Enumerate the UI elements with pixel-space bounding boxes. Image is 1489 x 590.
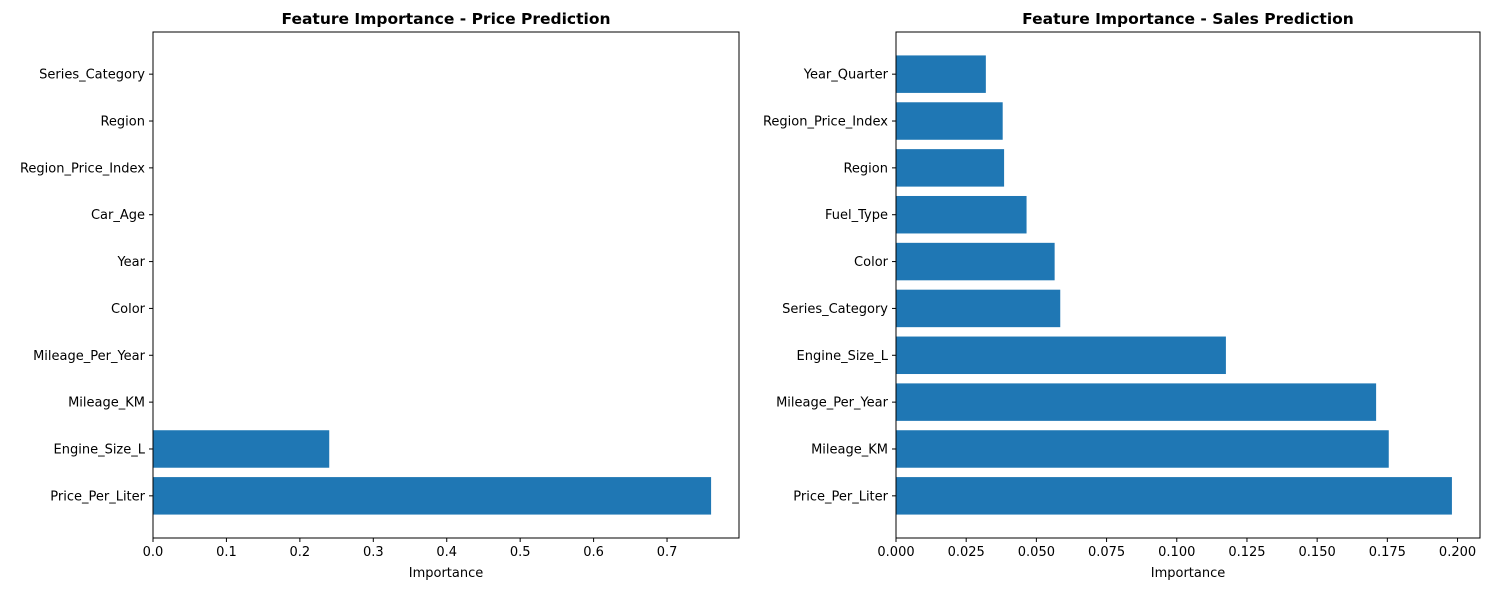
x-tick-label: 0.6 xyxy=(583,545,604,560)
x-tick-label: 0.1 xyxy=(216,545,237,560)
bar-mileage-km xyxy=(896,430,1389,468)
y-tick-label: Price_Per_Liter xyxy=(50,489,145,504)
bar-price-per-liter xyxy=(896,477,1452,515)
x-tick-label: 0.150 xyxy=(1299,545,1336,560)
y-tick-label: Series_Category xyxy=(39,68,145,83)
x-tick-label: 0.000 xyxy=(877,545,914,560)
bar-price-per-liter xyxy=(153,477,712,515)
bar-mileage-per-year xyxy=(896,383,1377,421)
bar-region xyxy=(896,149,1005,187)
y-tick-label: Mileage_Per_Year xyxy=(33,349,146,364)
y-tick-label: Color xyxy=(111,302,146,317)
bar-color xyxy=(896,242,1055,281)
x-tick-label: 0.3 xyxy=(363,545,384,560)
x-tick-label: 0.050 xyxy=(1018,545,1055,560)
plot-frame xyxy=(152,31,740,539)
y-tick-label: Mileage_KM xyxy=(68,396,145,411)
y-tick-label: Region xyxy=(100,115,145,130)
x-tick-label: 0.125 xyxy=(1228,545,1265,560)
x-tick-label: 0.5 xyxy=(510,545,531,560)
bar-engine-size-l xyxy=(896,336,1226,375)
y-tick-label: Year xyxy=(116,255,145,270)
x-tick-label: 0.200 xyxy=(1439,545,1476,560)
bar-group xyxy=(896,55,1452,515)
y-tick-label: Engine_Size_L xyxy=(797,349,889,364)
x-axis-ticks: 0.0 0.1 0.2 0.3 0.4 0.5 0.6 0.7 xyxy=(143,538,678,560)
x-tick-label: 0.2 xyxy=(290,545,311,560)
chart-title: Feature Importance - Price Prediction xyxy=(282,10,611,28)
bar-fuel-type xyxy=(896,195,1027,234)
y-tick-label: Region_Price_Index xyxy=(763,115,888,130)
bar-series-category xyxy=(896,289,1061,328)
chart-title: Feature Importance - Sales Prediction xyxy=(1022,10,1354,28)
x-axis-label: Importance xyxy=(1151,566,1226,581)
y-tick-label: Car_Age xyxy=(91,208,145,223)
x-tick-label: 0.025 xyxy=(948,545,985,560)
bar-year-quarter xyxy=(896,55,986,93)
y-tick-label: Series_Category xyxy=(782,302,888,317)
y-tick-label: Price_Per_Liter xyxy=(793,489,888,504)
bar-region-price-index xyxy=(896,102,1003,140)
y-axis-ticks: Price_Per_Liter Engine_Size_L Mileage_KM Mi… xyxy=(20,68,153,504)
y-tick-label: Engine_Size_L xyxy=(54,442,146,457)
bar-engine-size-l xyxy=(153,430,330,468)
x-tick-label: 0.075 xyxy=(1088,545,1125,560)
y-tick-label: Mileage_Per_Year xyxy=(776,396,889,411)
y-axis-ticks: Price_Per_Liter Mileage_KM Mileage_Per_Yea… xyxy=(763,68,896,504)
x-axis-ticks: 0.000 0.025 0.050 0.075 0.100 0.125 0.150 0.175… xyxy=(877,538,1476,560)
price-prediction-chart: Feature Importance - Price Prediction Pr… xyxy=(20,10,740,581)
y-tick-label: Region xyxy=(843,161,888,176)
y-tick-label: Mileage_KM xyxy=(811,442,888,457)
plot-frame xyxy=(895,31,1481,539)
x-tick-label: 0.100 xyxy=(1158,545,1195,560)
x-tick-label: 0.0 xyxy=(143,545,164,560)
x-axis-label: Importance xyxy=(409,566,484,581)
y-tick-label: Year_Quarter xyxy=(803,68,889,83)
sales-prediction-chart: Feature Importance - Sales Prediction Pr… xyxy=(763,10,1481,581)
y-tick-label: Region_Price_Index xyxy=(20,161,145,176)
y-tick-label: Color xyxy=(854,255,889,270)
x-tick-label: 0.7 xyxy=(657,545,678,560)
y-tick-label: Fuel_Type xyxy=(825,208,888,223)
bar-group xyxy=(153,430,712,515)
x-tick-label: 0.175 xyxy=(1369,545,1406,560)
x-tick-label: 0.4 xyxy=(436,545,457,560)
